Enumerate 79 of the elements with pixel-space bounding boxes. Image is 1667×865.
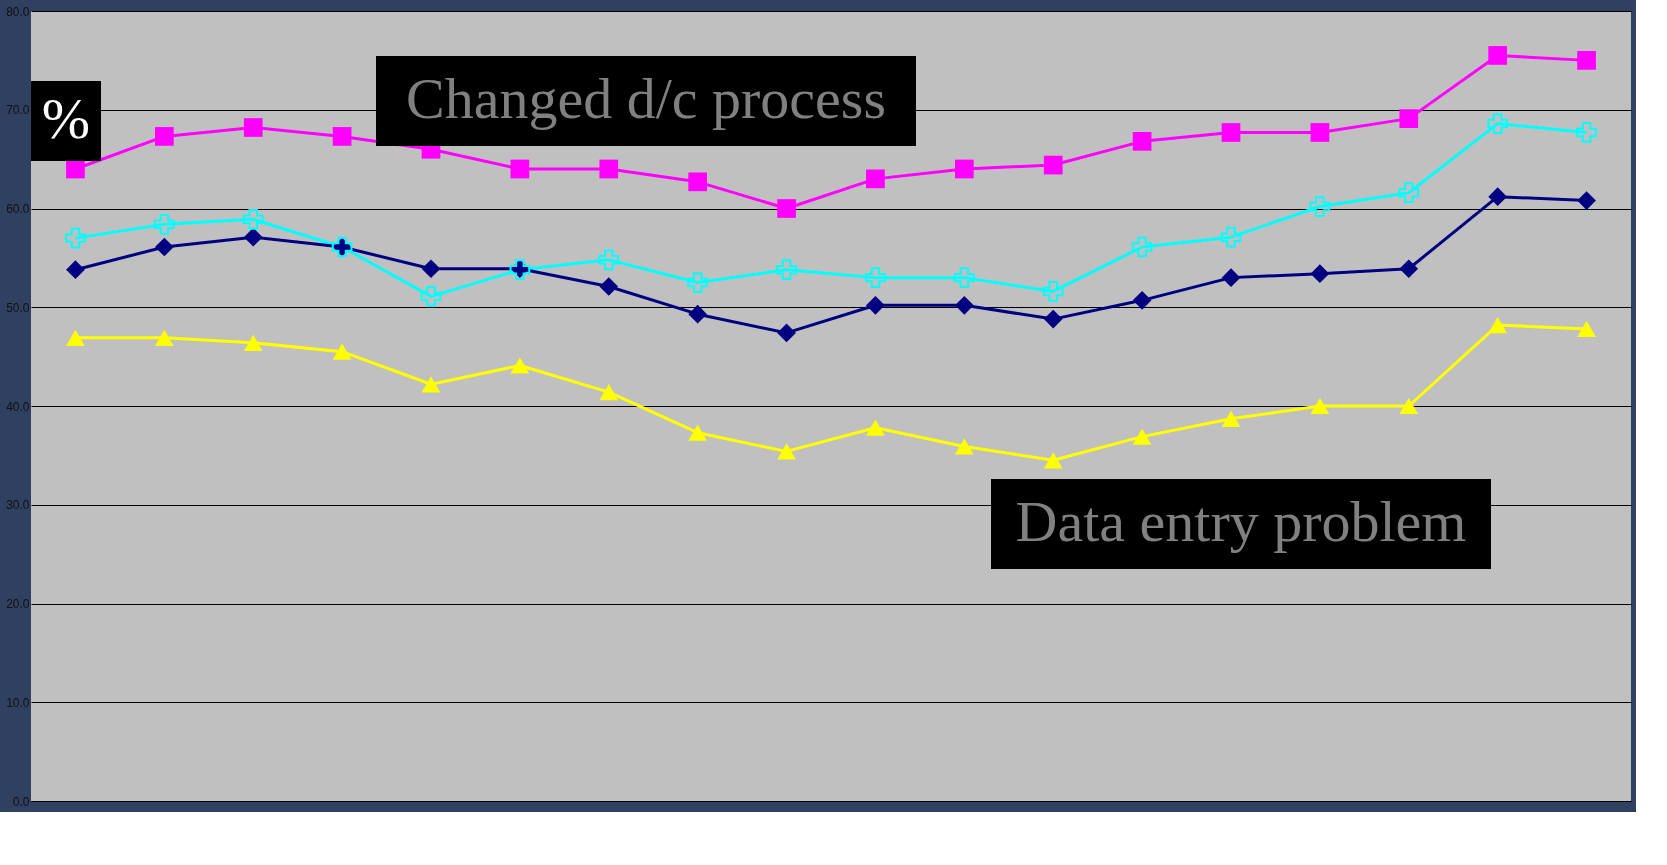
point — [66, 159, 85, 179]
y-tick-label: 80.0 — [6, 4, 30, 19]
point — [954, 438, 974, 455]
point — [777, 443, 796, 460]
point — [1399, 397, 1419, 415]
y-tick-label: 0.0 — [12, 794, 30, 809]
point — [598, 249, 620, 271]
point — [1488, 46, 1508, 65]
point — [420, 286, 442, 307]
point — [510, 159, 530, 179]
point — [687, 272, 709, 293]
annotation: Data entry problem — [1015, 489, 1467, 554]
point — [1487, 113, 1509, 134]
point — [688, 304, 708, 324]
point — [332, 343, 352, 360]
point — [66, 260, 85, 280]
y-tick-label: 50.0 — [6, 300, 30, 315]
point — [154, 237, 174, 257]
point — [954, 295, 974, 315]
point — [688, 424, 708, 441]
point — [1576, 122, 1597, 143]
point — [66, 329, 85, 346]
point — [599, 384, 619, 401]
annotation: Changed d/c process — [406, 66, 886, 131]
point — [866, 295, 885, 315]
point — [421, 259, 441, 279]
point — [1310, 123, 1330, 142]
point — [1043, 155, 1063, 175]
point — [1221, 410, 1241, 427]
point — [1399, 109, 1419, 128]
point — [1398, 182, 1420, 204]
y-tick-label: 30.0 — [6, 498, 30, 513]
point — [1577, 191, 1596, 210]
point — [1131, 236, 1153, 258]
point — [1132, 428, 1152, 445]
point — [953, 267, 975, 288]
point — [866, 169, 885, 189]
point — [776, 259, 797, 281]
point — [1310, 264, 1330, 284]
point — [332, 127, 352, 146]
point — [153, 213, 175, 235]
point — [1221, 123, 1241, 142]
point — [1488, 316, 1508, 334]
point — [1577, 320, 1596, 338]
y-tick-label: 20.0 — [6, 597, 30, 611]
y-axis-title: % — [41, 86, 91, 151]
point — [599, 277, 619, 296]
point — [243, 118, 263, 137]
point — [777, 323, 796, 343]
point — [1132, 132, 1152, 151]
point — [242, 209, 264, 230]
point — [1221, 268, 1241, 287]
point — [243, 334, 263, 351]
point — [1042, 281, 1064, 302]
point — [510, 357, 530, 374]
point — [777, 199, 796, 218]
point — [1220, 226, 1242, 248]
y-tick-label: 60.0 — [6, 202, 30, 216]
point — [154, 127, 174, 146]
point — [421, 376, 441, 393]
point — [154, 329, 174, 346]
point — [1488, 187, 1508, 206]
y-tick-label: 70.0 — [6, 103, 30, 118]
point — [243, 227, 263, 247]
point — [1399, 259, 1419, 279]
y-tick-label: 40.0 — [6, 399, 30, 414]
point — [954, 159, 974, 179]
point — [1043, 452, 1063, 469]
point — [1577, 51, 1596, 70]
point — [866, 419, 885, 436]
point — [688, 172, 708, 192]
point — [1310, 397, 1330, 415]
point — [865, 267, 886, 288]
y-tick-label: 10.0 — [6, 695, 30, 710]
point — [1132, 290, 1152, 310]
point — [1043, 309, 1063, 329]
point — [65, 227, 86, 249]
point — [599, 159, 619, 179]
point — [1309, 196, 1331, 217]
